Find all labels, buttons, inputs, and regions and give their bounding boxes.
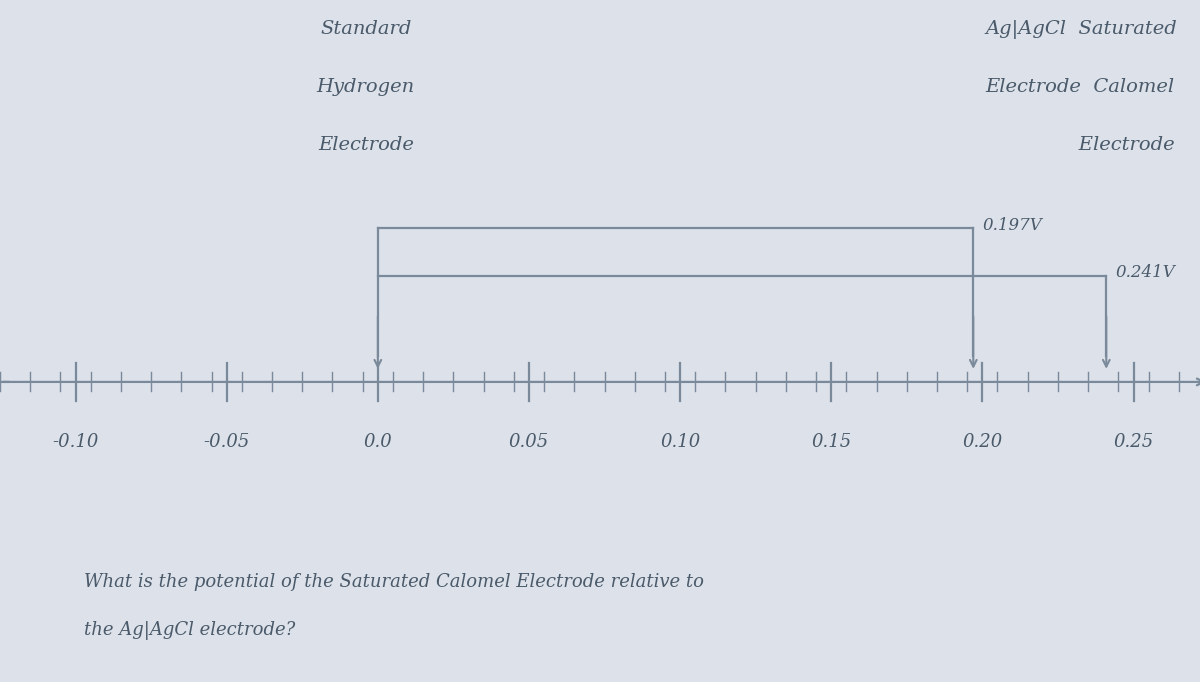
Text: Hydrogen: Hydrogen: [317, 78, 415, 96]
Text: Electrode: Electrode: [985, 136, 1175, 154]
Text: 0.241V: 0.241V: [1116, 265, 1176, 281]
Text: Ag|AgCl  Saturated: Ag|AgCl Saturated: [985, 20, 1177, 40]
Text: 0.197V: 0.197V: [983, 217, 1043, 233]
Text: the Ag|AgCl electrode?: the Ag|AgCl electrode?: [84, 621, 295, 640]
Text: What is the potential of the Saturated Calomel Electrode relative to: What is the potential of the Saturated C…: [84, 573, 704, 591]
Text: 0.15: 0.15: [811, 433, 851, 451]
Text: -0.10: -0.10: [53, 433, 98, 451]
Text: Standard: Standard: [320, 20, 412, 38]
Text: Electrode  Calomel: Electrode Calomel: [985, 78, 1175, 96]
Text: Electrode: Electrode: [318, 136, 414, 154]
Text: 0.10: 0.10: [660, 433, 701, 451]
Text: 0.20: 0.20: [962, 433, 1002, 451]
Text: 0.05: 0.05: [509, 433, 550, 451]
Text: 0.25: 0.25: [1114, 433, 1153, 451]
Text: -0.05: -0.05: [204, 433, 250, 451]
Text: 0.0: 0.0: [364, 433, 392, 451]
